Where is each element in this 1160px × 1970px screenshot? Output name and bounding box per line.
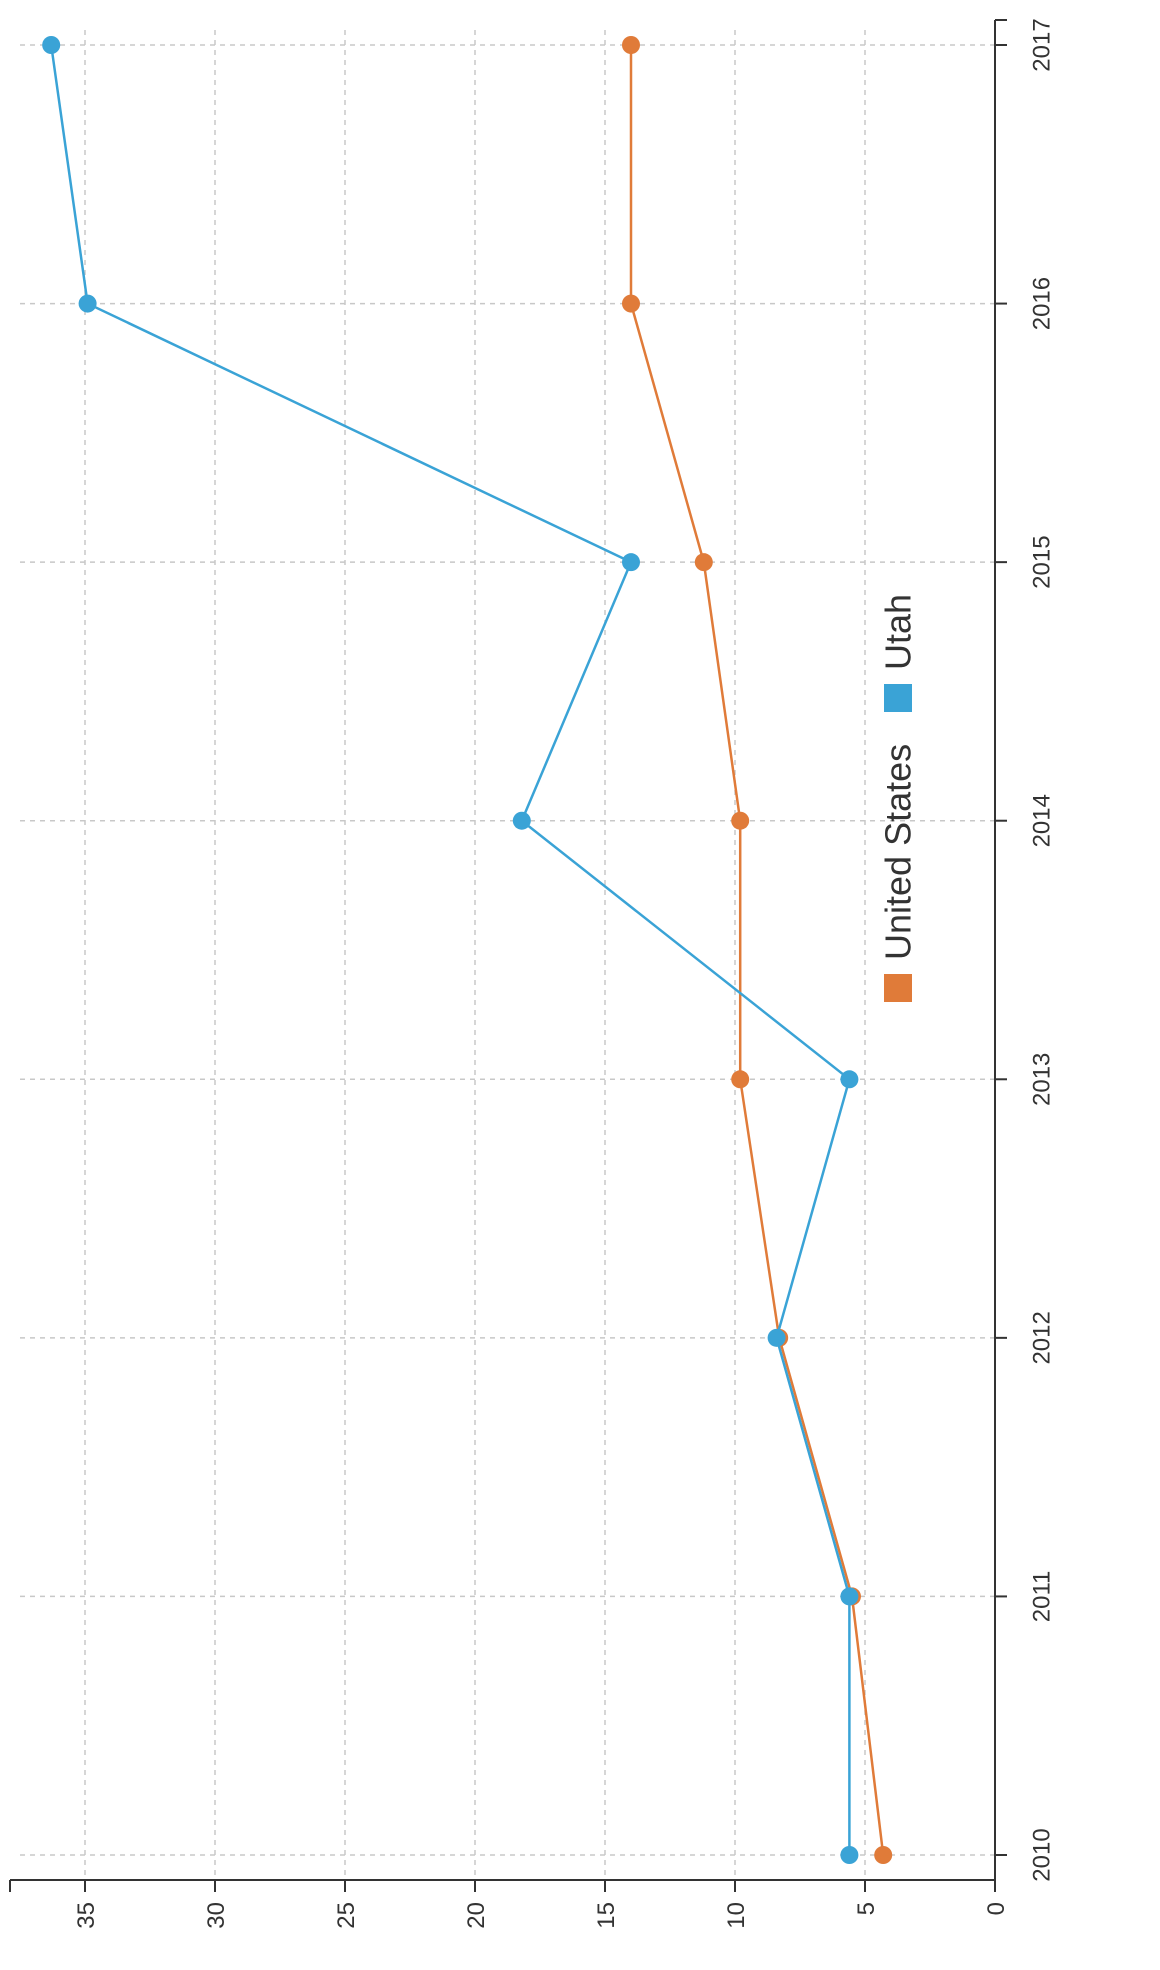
data-point-utah[interactable] xyxy=(840,1846,859,1864)
legend: United States Utah xyxy=(878,594,919,1002)
year-tick-label: 2010 xyxy=(1029,1828,1056,1881)
series-line-utah xyxy=(49,44,851,1855)
year-tick-label: 2016 xyxy=(1029,277,1056,330)
data-point-united-states[interactable] xyxy=(622,294,640,313)
value-tick-label: 15 xyxy=(593,1902,620,1929)
year-tick-label: 2014 xyxy=(1029,794,1056,847)
grid-layer xyxy=(20,30,995,1875)
data-point-united-states[interactable] xyxy=(731,811,750,830)
legend-item-united-states: United States xyxy=(878,744,919,1002)
value-tick-label: 5 xyxy=(853,1902,880,1915)
data-point-utah[interactable] xyxy=(840,1587,859,1606)
value-tick-label: 20 xyxy=(463,1902,490,1929)
data-point-utah[interactable] xyxy=(622,553,640,572)
data-point-utah[interactable] xyxy=(767,1328,786,1347)
legend-label-united-states: United States xyxy=(878,744,919,960)
data-point-utah[interactable] xyxy=(42,36,61,54)
legend-label-utah: Utah xyxy=(878,594,919,670)
year-tick-label: 2017 xyxy=(1029,18,1056,71)
value-tick-label: 35 xyxy=(73,1902,100,1929)
data-point-united-states[interactable] xyxy=(874,1846,893,1864)
year-tick-label: 2015 xyxy=(1029,535,1056,588)
year-tick-label: 2013 xyxy=(1029,1053,1056,1106)
legend-swatch-utah xyxy=(884,684,912,712)
series-layer xyxy=(42,36,893,1864)
value-tick-label: 25 xyxy=(333,1902,360,1929)
legend-item-utah: Utah xyxy=(878,594,919,712)
value-tick-label: 0 xyxy=(983,1902,1010,1915)
year-tick-label: 2012 xyxy=(1029,1311,1056,1364)
data-point-united-states[interactable] xyxy=(731,1070,750,1089)
data-point-utah[interactable] xyxy=(840,1070,859,1089)
axis-layer: 0 5 10 15 20 25 30 35 2010 2011 2012 2013 2014 2015 20… xyxy=(9,18,1056,1929)
year-tick-label: 2011 xyxy=(1029,1571,1056,1623)
value-tick-label: 30 xyxy=(203,1902,230,1929)
data-point-united-states[interactable] xyxy=(694,553,713,572)
data-point-utah[interactable] xyxy=(78,294,97,313)
series-line-united-states xyxy=(629,45,885,1856)
data-point-united-states[interactable] xyxy=(622,36,640,54)
data-point-utah[interactable] xyxy=(512,811,531,830)
legend-swatch-united-states xyxy=(884,974,912,1002)
value-tick-label: 10 xyxy=(723,1902,750,1929)
